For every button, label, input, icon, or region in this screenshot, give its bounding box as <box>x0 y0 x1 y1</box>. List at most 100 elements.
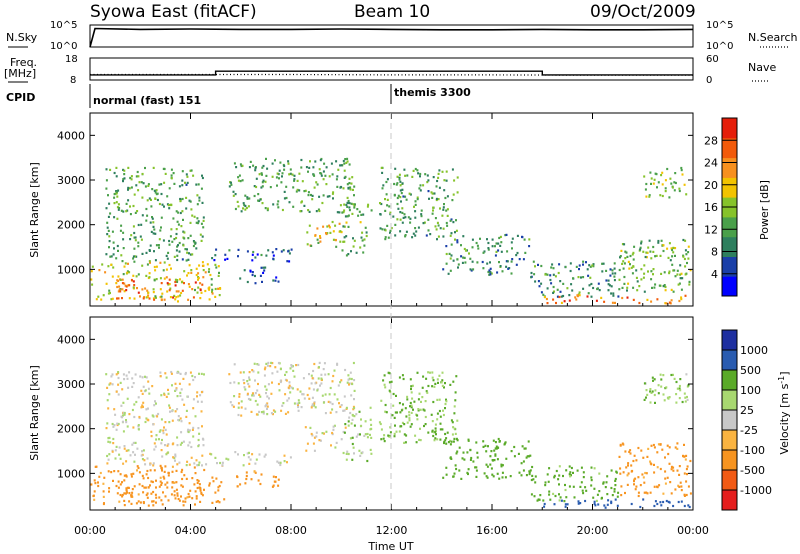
echo-cell <box>293 375 296 378</box>
echo-cell <box>106 422 109 425</box>
echo-cell <box>122 238 125 241</box>
echo-cell <box>678 187 681 190</box>
echo-cell <box>336 363 339 366</box>
echo-cell <box>138 471 141 474</box>
echo-cell <box>162 491 164 494</box>
echo-cell <box>310 374 313 377</box>
echo-cell <box>671 263 674 266</box>
echo-cell <box>652 250 655 253</box>
echo-cell <box>438 409 441 413</box>
echo-cell <box>124 262 127 265</box>
echo-cell <box>185 464 188 467</box>
echo-cell <box>204 289 207 293</box>
echo-region <box>543 498 691 509</box>
echo-cell <box>383 383 386 386</box>
echo-cell <box>420 209 423 212</box>
echo-cell <box>180 388 183 391</box>
echo-cell <box>658 284 661 287</box>
echo-cell <box>441 214 444 217</box>
echo-cell <box>147 183 150 186</box>
echo-cell <box>410 404 413 407</box>
echo-cell <box>243 454 245 457</box>
echo-cell <box>292 369 295 372</box>
echo-cell <box>155 486 157 489</box>
echo-cell <box>679 273 682 276</box>
echo-cell <box>547 480 550 483</box>
echo-cell <box>122 180 124 183</box>
echo-cell <box>126 491 128 494</box>
echo-cell <box>112 437 115 441</box>
echo-cell <box>329 231 332 234</box>
echo-cell <box>123 411 126 415</box>
echo-cell <box>432 400 435 404</box>
echo-cell <box>507 267 510 270</box>
echo-cell <box>500 463 503 466</box>
echo-cell <box>277 461 280 464</box>
echo-cell <box>652 245 655 249</box>
echo-cell <box>358 410 361 413</box>
echo-cell <box>117 486 120 489</box>
echo-cell <box>315 431 318 434</box>
echo-cell <box>499 235 502 238</box>
echo-cell <box>231 404 234 407</box>
echo-cell <box>460 255 463 258</box>
echo-cell <box>142 405 144 408</box>
echo-cell <box>277 280 280 283</box>
echo-cell <box>208 286 211 289</box>
echo-cell <box>264 453 267 456</box>
echo-cell <box>164 372 167 375</box>
echo-cell <box>336 398 339 401</box>
echo-cell <box>171 384 173 387</box>
echo-cell <box>664 302 667 305</box>
echo-cell <box>450 419 453 422</box>
echo-cell <box>482 267 485 270</box>
echo-cell <box>545 297 548 301</box>
echo-cell <box>419 189 422 192</box>
echo-cell <box>620 485 623 488</box>
echo-cell <box>155 496 158 499</box>
echo-cell <box>286 260 289 263</box>
echo-cell <box>239 163 242 166</box>
echo-cell <box>109 255 112 258</box>
echo-cell <box>427 218 430 221</box>
echo-cell <box>350 422 353 425</box>
echo-cell <box>181 289 184 292</box>
echo-cell <box>600 497 603 500</box>
echo-cell <box>132 255 135 258</box>
echo-cell <box>261 173 263 176</box>
echo-cell <box>203 488 205 491</box>
echo-cell <box>352 245 355 248</box>
echo-cell <box>197 278 199 281</box>
echo-cell <box>686 261 688 265</box>
echo-cell <box>217 489 220 492</box>
echo-cell <box>179 417 182 420</box>
echo-cell <box>248 462 251 465</box>
echo-cell <box>133 284 136 287</box>
echo-cell <box>573 496 576 499</box>
echo-cell <box>497 437 500 441</box>
colorbar-tick-label: 25 <box>740 404 754 417</box>
echo-cell <box>463 256 466 259</box>
echo-cell <box>135 175 138 178</box>
echo-cell <box>189 200 192 203</box>
echo-cell <box>94 482 97 485</box>
echo-cell <box>490 467 493 470</box>
echo-cell <box>582 471 585 474</box>
echo-cell <box>254 282 257 285</box>
echo-cell <box>275 248 278 251</box>
echo-cell <box>362 213 365 216</box>
echo-cell <box>457 266 459 269</box>
echo-cell <box>196 194 199 197</box>
echo-cell <box>264 366 267 369</box>
echo-cell <box>178 185 181 188</box>
echo-cell <box>287 160 290 163</box>
echo-cell <box>627 464 629 467</box>
echo-cell <box>137 424 140 427</box>
echo-cell <box>331 380 334 383</box>
colorbar-tick-label: 28 <box>704 134 718 147</box>
echo-cell <box>385 411 388 414</box>
echo-cell <box>625 251 628 254</box>
echo-cell <box>446 224 449 227</box>
echo-cell <box>146 492 149 495</box>
echo-cell <box>619 472 622 475</box>
